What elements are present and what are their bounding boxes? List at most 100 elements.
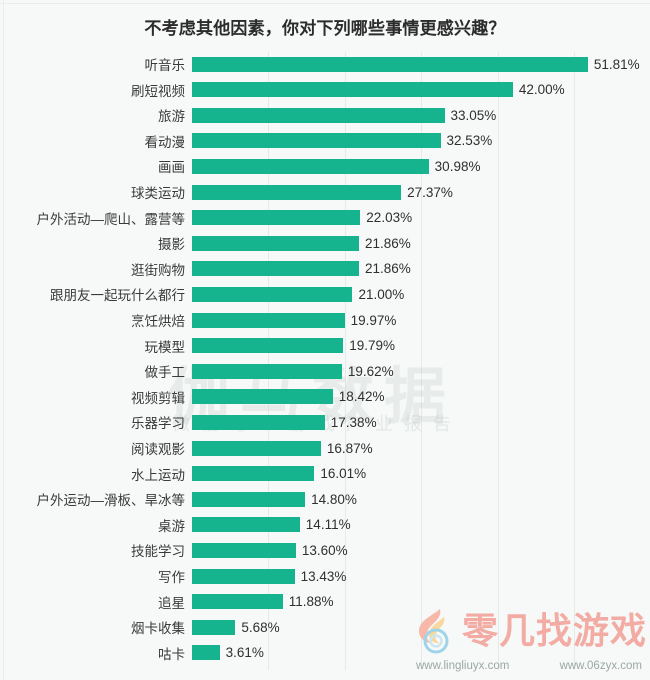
bar-row: 球类运动 27.37% [0, 180, 650, 204]
bar-category-label: 写作 [158, 570, 185, 585]
frame-left-border [3, 0, 4, 680]
bar-fill [192, 312, 345, 328]
bar-track: 13.60% [185, 538, 650, 562]
bar-track: 21.00% [185, 282, 650, 306]
bar-track: 19.62% [185, 359, 650, 383]
bar-fill [192, 261, 359, 277]
bar-value-label: 16.87% [326, 440, 373, 456]
bar-category-label: 做手工 [144, 365, 186, 381]
bar-value-label: 13.43% [300, 568, 347, 584]
bar-fill [192, 619, 236, 635]
bar-row: 刷短视频 42.00% [0, 78, 650, 102]
bar-fill [192, 210, 361, 226]
bar-row: 玩模型 19.79% [0, 334, 650, 358]
bar-category-label: 刷短视频 [131, 83, 185, 99]
bar-track: 17.38% [185, 410, 650, 434]
bar-fill [192, 82, 513, 98]
bar-track: 13.43% [185, 564, 650, 588]
bar-row: 摄影 21.86% [0, 231, 650, 255]
bar-row: 跟朋友一起玩什么都行 21.00% [0, 282, 650, 306]
bar-category-label: 跟朋友一起玩什么都行 [50, 288, 185, 304]
bar-row: 看动漫 32.53% [0, 129, 650, 153]
bar-fill [192, 184, 402, 200]
bar-value-label: 19.79% [349, 338, 395, 354]
bar-category-label: 看动漫 [144, 134, 186, 150]
bar-value-label: 32.53% [446, 133, 493, 149]
bar-track: 30.98% [185, 154, 650, 178]
bar-track: 22.03% [185, 206, 650, 230]
bar-category-label: 户外活动—爬山、露营等 [36, 211, 186, 227]
bar-row: 旅游 33.05% [0, 103, 650, 127]
bar-value-label: 3.61% [225, 645, 264, 661]
bar-fill [192, 235, 359, 251]
bar-row: 逛街购物 21.86% [0, 257, 650, 281]
bar-track: 33.05% [185, 103, 650, 127]
bar-row: 听音乐 51.81% [0, 52, 650, 76]
bar-row: 乐器学习 17.38% [0, 410, 650, 434]
bar-row: 桌游 14.11% [0, 513, 650, 537]
bar-track: 19.79% [185, 334, 650, 358]
bar-value-label: 16.01% [320, 466, 367, 482]
bar-row: 咕卡 3.61% [0, 641, 650, 665]
bar-value-label: 51.81% [593, 56, 640, 72]
bar-category-label: 户外运动—滑板、旱冰等 [36, 493, 186, 509]
bar-value-label: 22.03% [366, 210, 413, 226]
bar-track: 11.88% [185, 590, 650, 614]
bar-fill [192, 133, 441, 149]
bar-fill [192, 542, 296, 558]
bar-value-label: 33.05% [450, 107, 497, 123]
bar-fill [192, 389, 333, 405]
frame-top-border [0, 3, 650, 4]
bar-row: 户外活动—爬山、露营等 22.03% [0, 206, 650, 230]
bar-fill [192, 158, 429, 174]
chart-title: 不考虑其他因素，你对下列哪些事情更感兴趣？ [144, 19, 506, 38]
bar-fill [192, 286, 353, 302]
bar-category-label: 水上运动 [131, 467, 185, 483]
bar-value-label: 5.68% [241, 619, 280, 635]
bar-row: 写作 13.43% [0, 564, 650, 588]
bar-category-label: 玩模型 [144, 339, 186, 355]
bar-row: 烹饪烘焙 19.97% [0, 308, 650, 332]
bar-category-label: 摄影 [158, 237, 185, 253]
bar-row: 技能学习 13.60% [0, 538, 650, 562]
bar-track: 21.86% [185, 231, 650, 255]
bar-track: 42.00% [185, 78, 650, 102]
bar-fill [192, 338, 344, 354]
bar-category-label: 技能学习 [131, 544, 185, 560]
bar-category-label: 咕卡 [158, 646, 185, 662]
bar-track: 18.42% [185, 385, 650, 409]
bar-value-label: 17.38% [330, 414, 377, 430]
bar-value-label: 13.60% [301, 542, 348, 558]
bar-track: 14.80% [185, 487, 650, 511]
bar-value-label: 14.11% [305, 517, 351, 533]
bar-track: 32.53% [185, 129, 650, 153]
bar-value-label: 30.98% [434, 158, 481, 174]
bar-track: 51.81% [185, 52, 650, 76]
bar-value-label: 21.00% [358, 286, 405, 302]
bar-fill [192, 363, 342, 379]
bar-row: 视频剪辑 18.42% [0, 385, 650, 409]
bar-category-label: 乐器学习 [131, 416, 185, 432]
bar-track: 3.61% [185, 641, 650, 665]
bar-track: 16.01% [185, 462, 650, 486]
plot-area: 伽马数据 微信号：游戏产业报告 听音乐51.81%刷短视频42.00%旅游33.… [0, 52, 650, 676]
bar-category-label: 视频剪辑 [131, 390, 185, 406]
bar-row: 烟卡收集 5.68% [0, 615, 650, 639]
bar-fill [192, 107, 445, 123]
bar-fill [192, 568, 295, 584]
bar-value-label: 18.42% [338, 389, 385, 405]
bar-category-label: 听音乐 [144, 58, 186, 73]
bar-value-label: 14.80% [311, 491, 357, 507]
bar-category-label: 烹饪烘焙 [131, 314, 185, 329]
bar-category-label: 追星 [158, 595, 185, 611]
bar-fill [192, 440, 321, 456]
bar-fill [192, 56, 588, 72]
bar-value-label: 21.86% [365, 261, 411, 277]
bar-fill [192, 645, 220, 661]
bar-fill [192, 414, 325, 430]
bar-category-label: 桌游 [158, 518, 185, 534]
bar-value-label: 11.88% [288, 594, 334, 610]
bar-row: 做手工 19.62% [0, 359, 650, 383]
bar-fill [192, 466, 315, 482]
